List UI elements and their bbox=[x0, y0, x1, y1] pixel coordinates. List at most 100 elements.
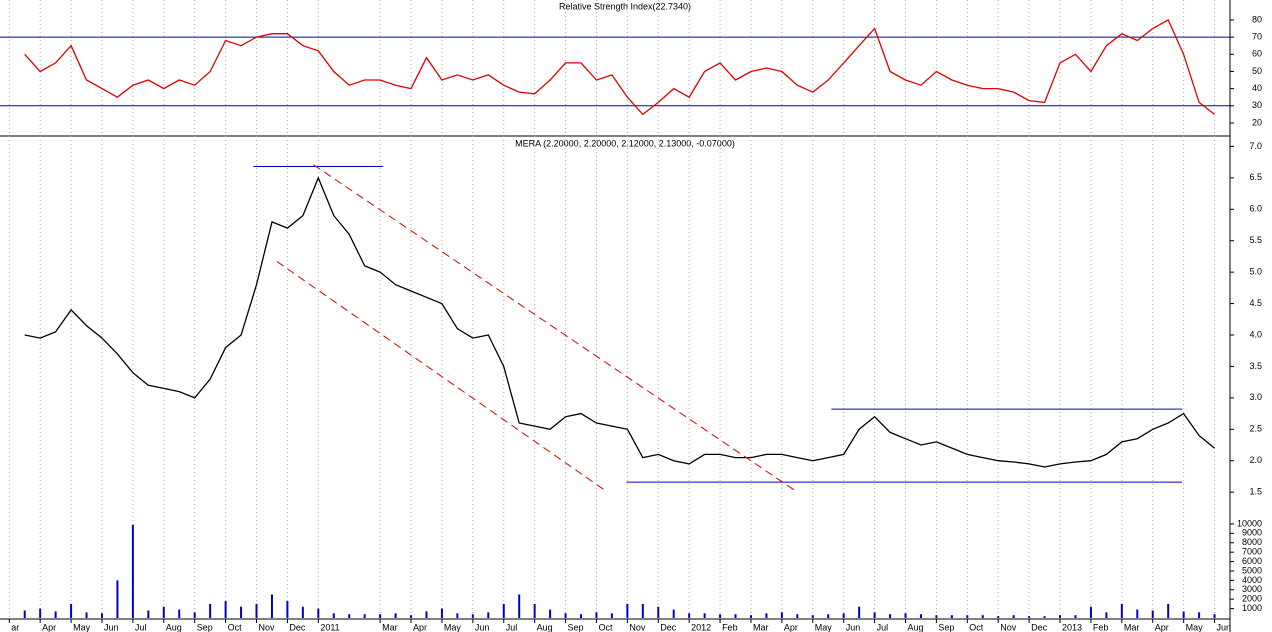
volume-bar bbox=[301, 606, 304, 618]
y-tick-label: 4000 bbox=[1242, 575, 1262, 585]
y-tick-label: 40 bbox=[1252, 83, 1262, 93]
volume-bar bbox=[749, 615, 752, 618]
y-tick-label: 20 bbox=[1252, 117, 1262, 127]
volume-bar bbox=[39, 608, 42, 618]
y-tick-label: 4.5 bbox=[1249, 298, 1262, 308]
volume-bar bbox=[688, 613, 691, 618]
volume-bar bbox=[765, 613, 768, 618]
y-tick-label: 5.5 bbox=[1249, 235, 1262, 245]
volume-bar bbox=[966, 615, 969, 618]
x-tick-label: Jun bbox=[846, 622, 861, 632]
volume-bar bbox=[193, 612, 196, 618]
volume-bar bbox=[224, 601, 227, 618]
volume-bar bbox=[1198, 612, 1201, 618]
volume-bar bbox=[1059, 615, 1062, 618]
y-tick-label: 1.5 bbox=[1249, 487, 1262, 497]
volume-bar bbox=[719, 614, 722, 618]
volume-bar bbox=[255, 603, 258, 618]
volume-bar bbox=[1151, 610, 1154, 618]
x-tick-label: Mar bbox=[382, 622, 398, 632]
x-tick-label: Mar bbox=[753, 622, 769, 632]
x-tick-label: Aug bbox=[908, 622, 924, 632]
x-tick-label: Nov bbox=[259, 622, 276, 632]
x-tick-label: Oct bbox=[598, 622, 613, 632]
x-tick-label: Apr bbox=[1155, 622, 1169, 632]
volume-bar bbox=[564, 613, 567, 618]
volume-bar bbox=[471, 614, 474, 618]
volume-bar bbox=[363, 614, 366, 618]
volume-bar bbox=[1120, 603, 1123, 618]
x-tick-label: Sep bbox=[938, 622, 954, 632]
y-tick-label: 7.0 bbox=[1249, 141, 1262, 151]
volume-bar bbox=[1074, 615, 1077, 618]
volume-bar bbox=[240, 606, 243, 618]
volume-bar bbox=[1182, 611, 1185, 618]
x-tick-label: ar bbox=[11, 622, 19, 632]
volume-bar bbox=[703, 613, 706, 618]
volume-bar bbox=[456, 613, 459, 618]
volume-bar bbox=[162, 606, 165, 618]
x-tick-label: Jul bbox=[135, 622, 147, 632]
data-line bbox=[24, 176, 1215, 468]
x-tick-label: May bbox=[815, 622, 833, 632]
x-tick-label: Jul bbox=[506, 622, 518, 632]
volume-bar bbox=[1089, 606, 1092, 618]
trend-line bbox=[313, 164, 798, 493]
volume-bar bbox=[889, 614, 892, 618]
volume-bar bbox=[1167, 603, 1170, 618]
volume-bar bbox=[780, 612, 783, 618]
volume-bar bbox=[100, 613, 103, 618]
x-tick-label: Dec bbox=[1031, 622, 1048, 632]
volume-bar bbox=[440, 608, 443, 618]
volume-bar bbox=[332, 613, 335, 618]
x-tick-label: 2011 bbox=[320, 622, 339, 632]
y-tick-label: 1000 bbox=[1242, 603, 1262, 613]
volume-bar bbox=[595, 612, 598, 618]
volume-bar bbox=[672, 609, 675, 618]
rsi-title: Relative Strength Index(22.7340) bbox=[559, 1, 691, 11]
y-tick-label: 3.5 bbox=[1249, 361, 1262, 371]
y-tick-label: 3.0 bbox=[1249, 392, 1262, 402]
volume-bar bbox=[1043, 616, 1046, 618]
y-tick-label: 70 bbox=[1252, 31, 1262, 41]
y-tick-label: 6.0 bbox=[1249, 204, 1262, 214]
volume-bar bbox=[657, 606, 660, 618]
y-tick-label: 50 bbox=[1252, 66, 1262, 76]
y-tick-label: 5000 bbox=[1242, 565, 1262, 575]
x-tick-label: Mar bbox=[1124, 622, 1140, 632]
volume-bar bbox=[54, 611, 57, 618]
volume-bar bbox=[811, 615, 814, 618]
volume-bar bbox=[518, 594, 521, 618]
volume-bar bbox=[549, 609, 552, 618]
data-line bbox=[24, 18, 1215, 116]
x-tick-label: Aug bbox=[537, 622, 553, 632]
x-tick-label: Nov bbox=[1000, 622, 1017, 632]
trend-line bbox=[276, 261, 607, 492]
y-tick-label: 30 bbox=[1252, 100, 1262, 110]
volume-bar bbox=[858, 606, 861, 618]
volume-bar bbox=[1012, 615, 1015, 618]
volume-bar bbox=[734, 614, 737, 618]
x-tick-label: Feb bbox=[1093, 622, 1109, 632]
volume-bar bbox=[580, 614, 583, 618]
volume-bar bbox=[317, 608, 320, 618]
volume-bar bbox=[394, 613, 397, 618]
x-tick-label: Jul bbox=[877, 622, 889, 632]
volume-bar bbox=[919, 614, 922, 618]
volume-bar bbox=[641, 603, 644, 618]
volume-bar bbox=[147, 610, 150, 618]
volume-bar bbox=[981, 615, 984, 618]
x-tick-label: May bbox=[1186, 622, 1204, 632]
x-tick-label: 2013 bbox=[1062, 622, 1082, 632]
volume-bar bbox=[1105, 612, 1108, 618]
x-tick-label: Jun bbox=[1217, 622, 1232, 632]
volume-bar bbox=[873, 612, 876, 618]
volume-bar bbox=[410, 615, 413, 618]
volume-bar bbox=[610, 613, 613, 618]
x-tick-label: Dec bbox=[289, 622, 306, 632]
x-tick-label: Sep bbox=[568, 622, 584, 632]
x-tick-label: Sep bbox=[197, 622, 213, 632]
x-tick-label: Oct bbox=[228, 622, 243, 632]
y-tick-label: 4.0 bbox=[1249, 329, 1262, 339]
